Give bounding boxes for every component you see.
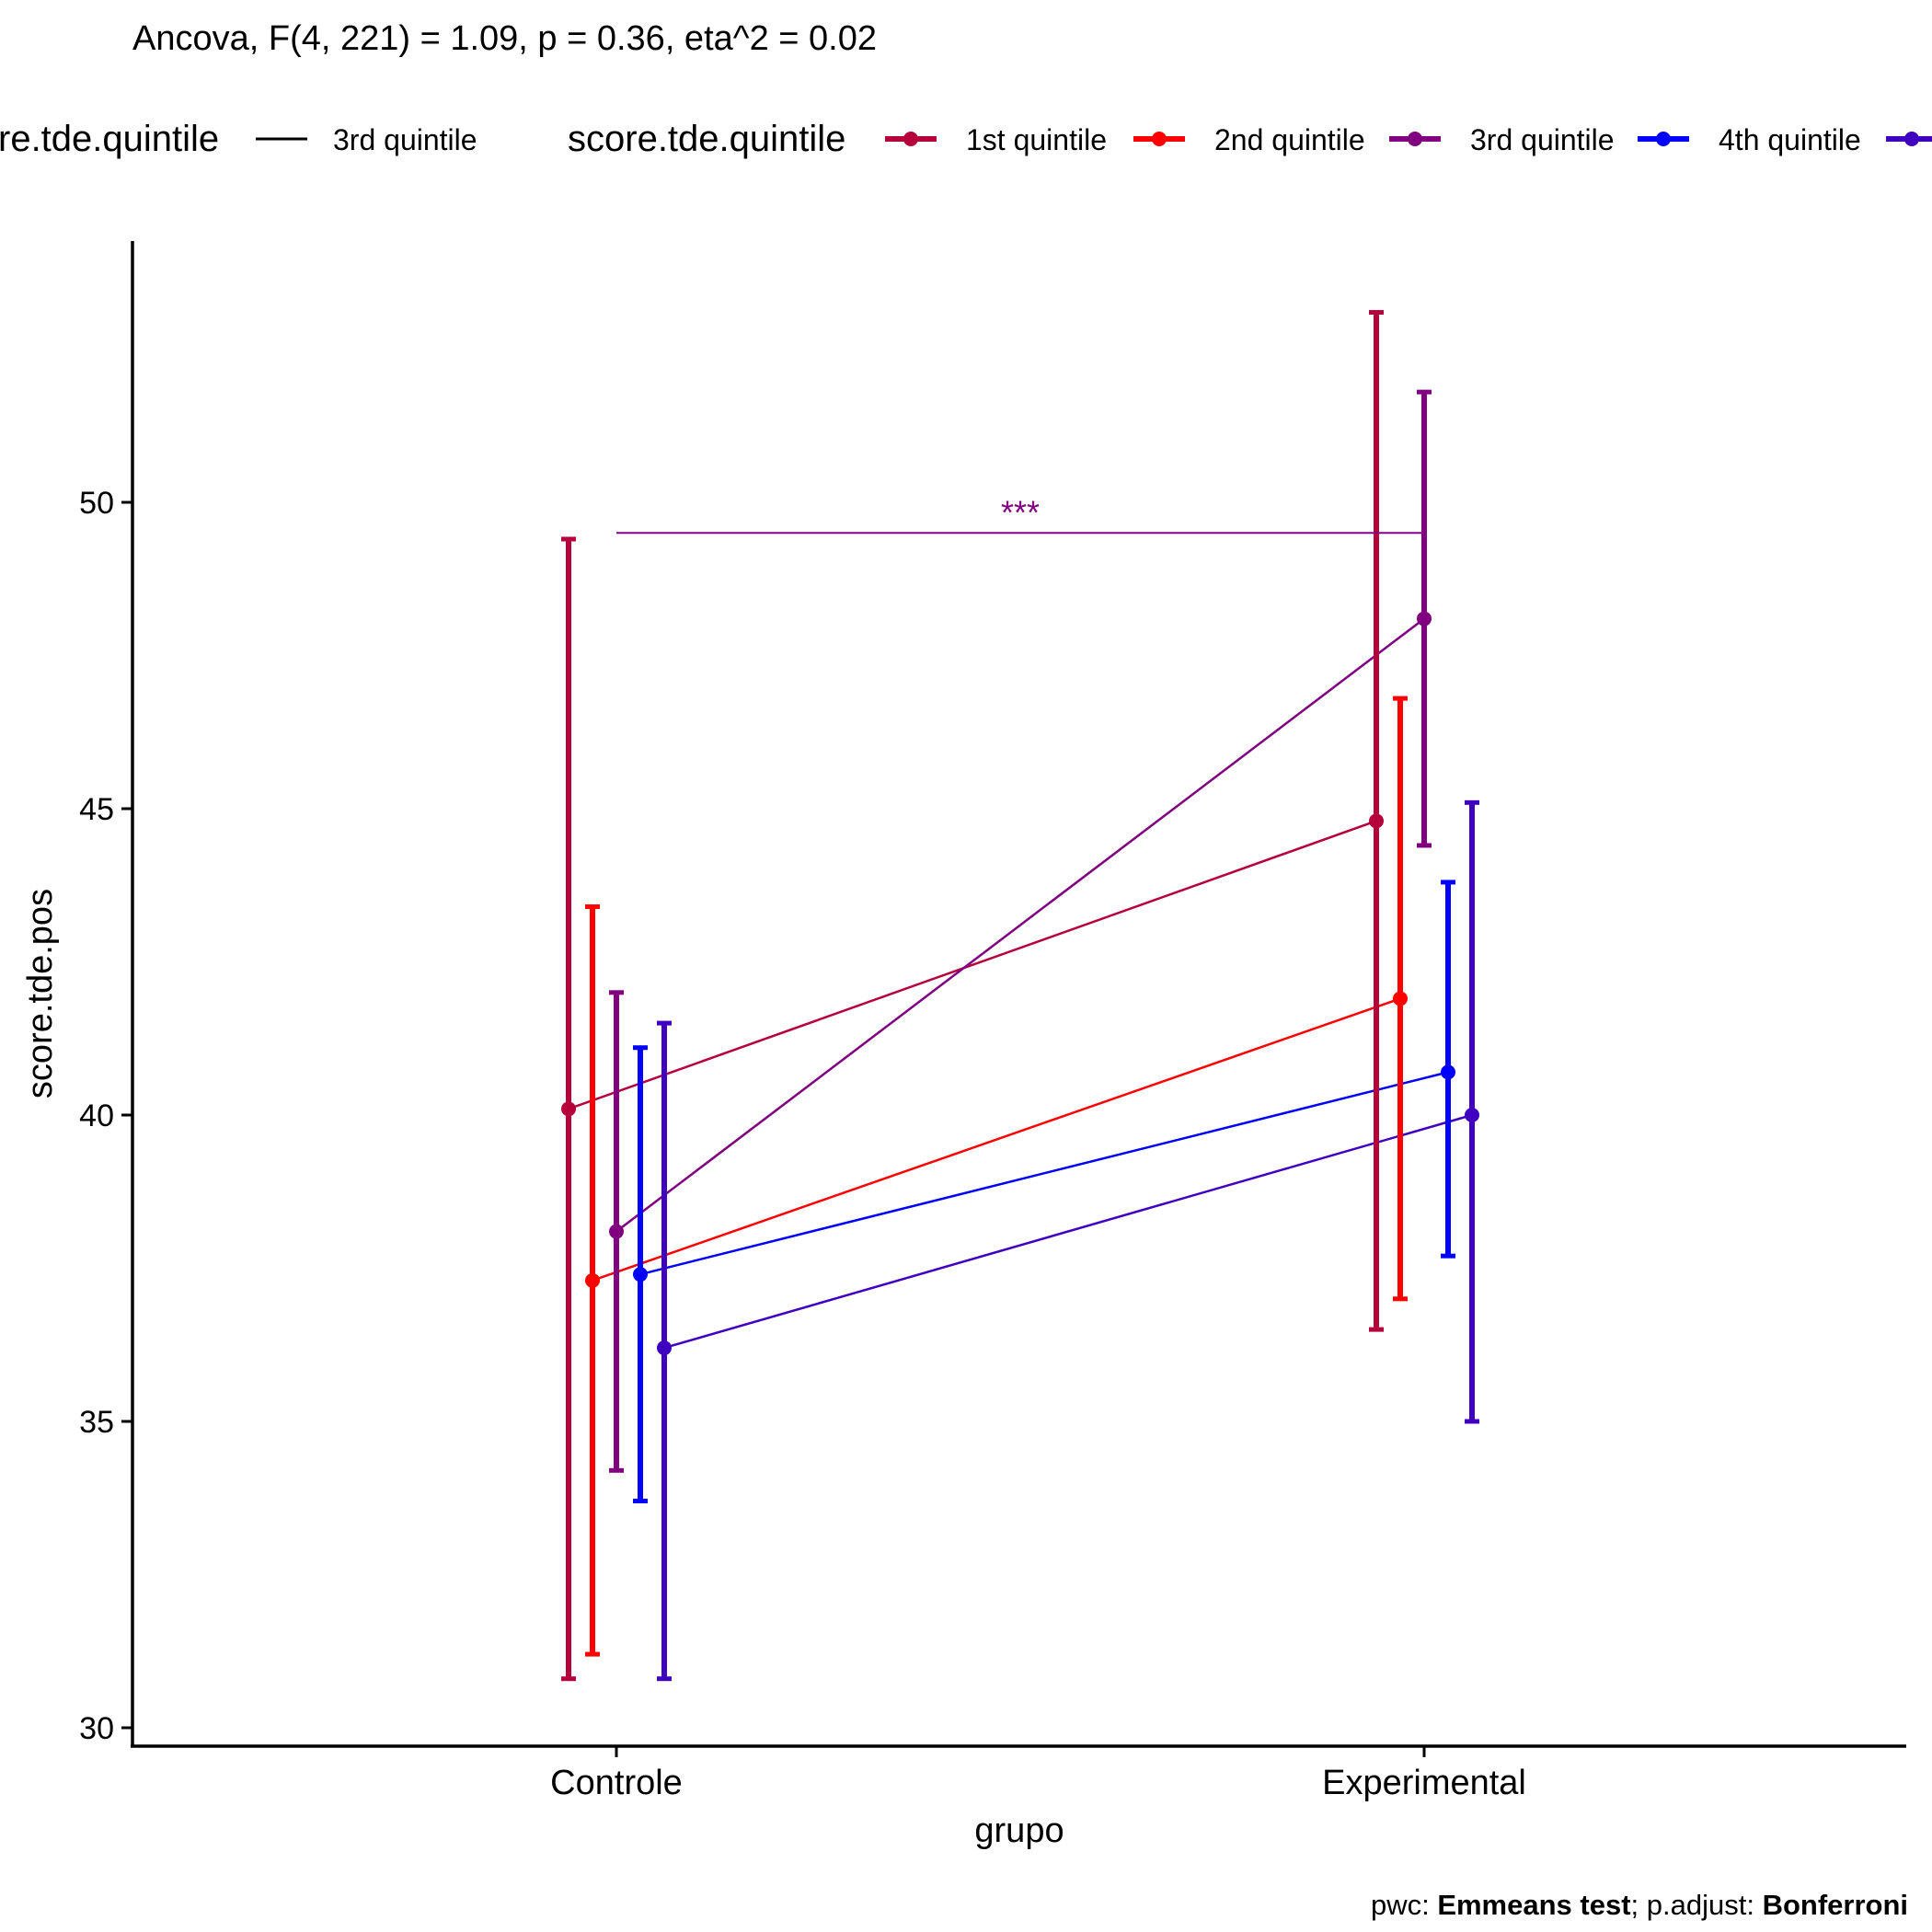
y-tick-label: 30 — [79, 1711, 114, 1746]
data-point — [1369, 813, 1384, 829]
chart-title: Ancova, F(4, 221) = 1.09, p = 0.36, eta^… — [132, 19, 877, 58]
caption: pwc: Emmeans test; p.adjust: Bonferroni — [1371, 1889, 1908, 1921]
series-line — [615, 617, 1425, 1233]
legend-right-title: score.tde.quintile — [568, 119, 845, 159]
legend-left-label: 3rd quintile — [333, 123, 477, 156]
legend-key-point — [1152, 132, 1167, 146]
caption-mid: ; p.adjust: — [1631, 1889, 1763, 1921]
data-point — [1441, 1064, 1455, 1080]
x-tick-label: Experimental — [1322, 1764, 1526, 1802]
data-point — [657, 1340, 672, 1356]
data-point — [585, 1272, 600, 1288]
caption-prefix: pwc: — [1371, 1889, 1437, 1921]
legend-key-point — [1904, 132, 1919, 146]
legend-key-point — [1656, 132, 1671, 146]
legend: re.tde.quintile 3rd quintile score.tde.q… — [0, 119, 1932, 159]
data-point — [1393, 991, 1408, 1006]
series-line — [592, 997, 1401, 1282]
caption-method: Bonferroni — [1763, 1889, 1908, 1921]
x-tick-label: Controle — [550, 1764, 683, 1802]
y-tick-label: 45 — [79, 792, 114, 827]
series-line — [568, 820, 1377, 1110]
data-point — [609, 1224, 624, 1239]
data-point — [561, 1101, 576, 1117]
legend-label: 3rd quintile — [1470, 123, 1615, 156]
data-point — [1417, 611, 1432, 627]
significance-label: *** — [1001, 493, 1040, 531]
legend-label: 2nd quintile — [1214, 123, 1365, 156]
caption-test: Emmeans test — [1437, 1889, 1630, 1921]
series-line — [639, 1071, 1449, 1276]
legend-label: 4th quintile — [1719, 123, 1861, 156]
legend-left-title: re.tde.quintile — [0, 119, 219, 159]
data-point — [1465, 1108, 1479, 1122]
legend-key-point — [1408, 132, 1422, 146]
y-tick-label: 40 — [79, 1098, 114, 1133]
legend-key-point — [903, 132, 918, 146]
data-point — [633, 1267, 648, 1282]
x-axis-title: grupo — [974, 1811, 1064, 1850]
plot-area: *** — [561, 310, 1479, 1682]
series-line — [663, 1113, 1473, 1350]
y-tick-label: 50 — [79, 486, 114, 521]
legend-label: 1st quintile — [966, 123, 1107, 156]
y-axis-title: score.tde.pos — [21, 889, 60, 1098]
y-tick-label: 35 — [79, 1405, 114, 1440]
